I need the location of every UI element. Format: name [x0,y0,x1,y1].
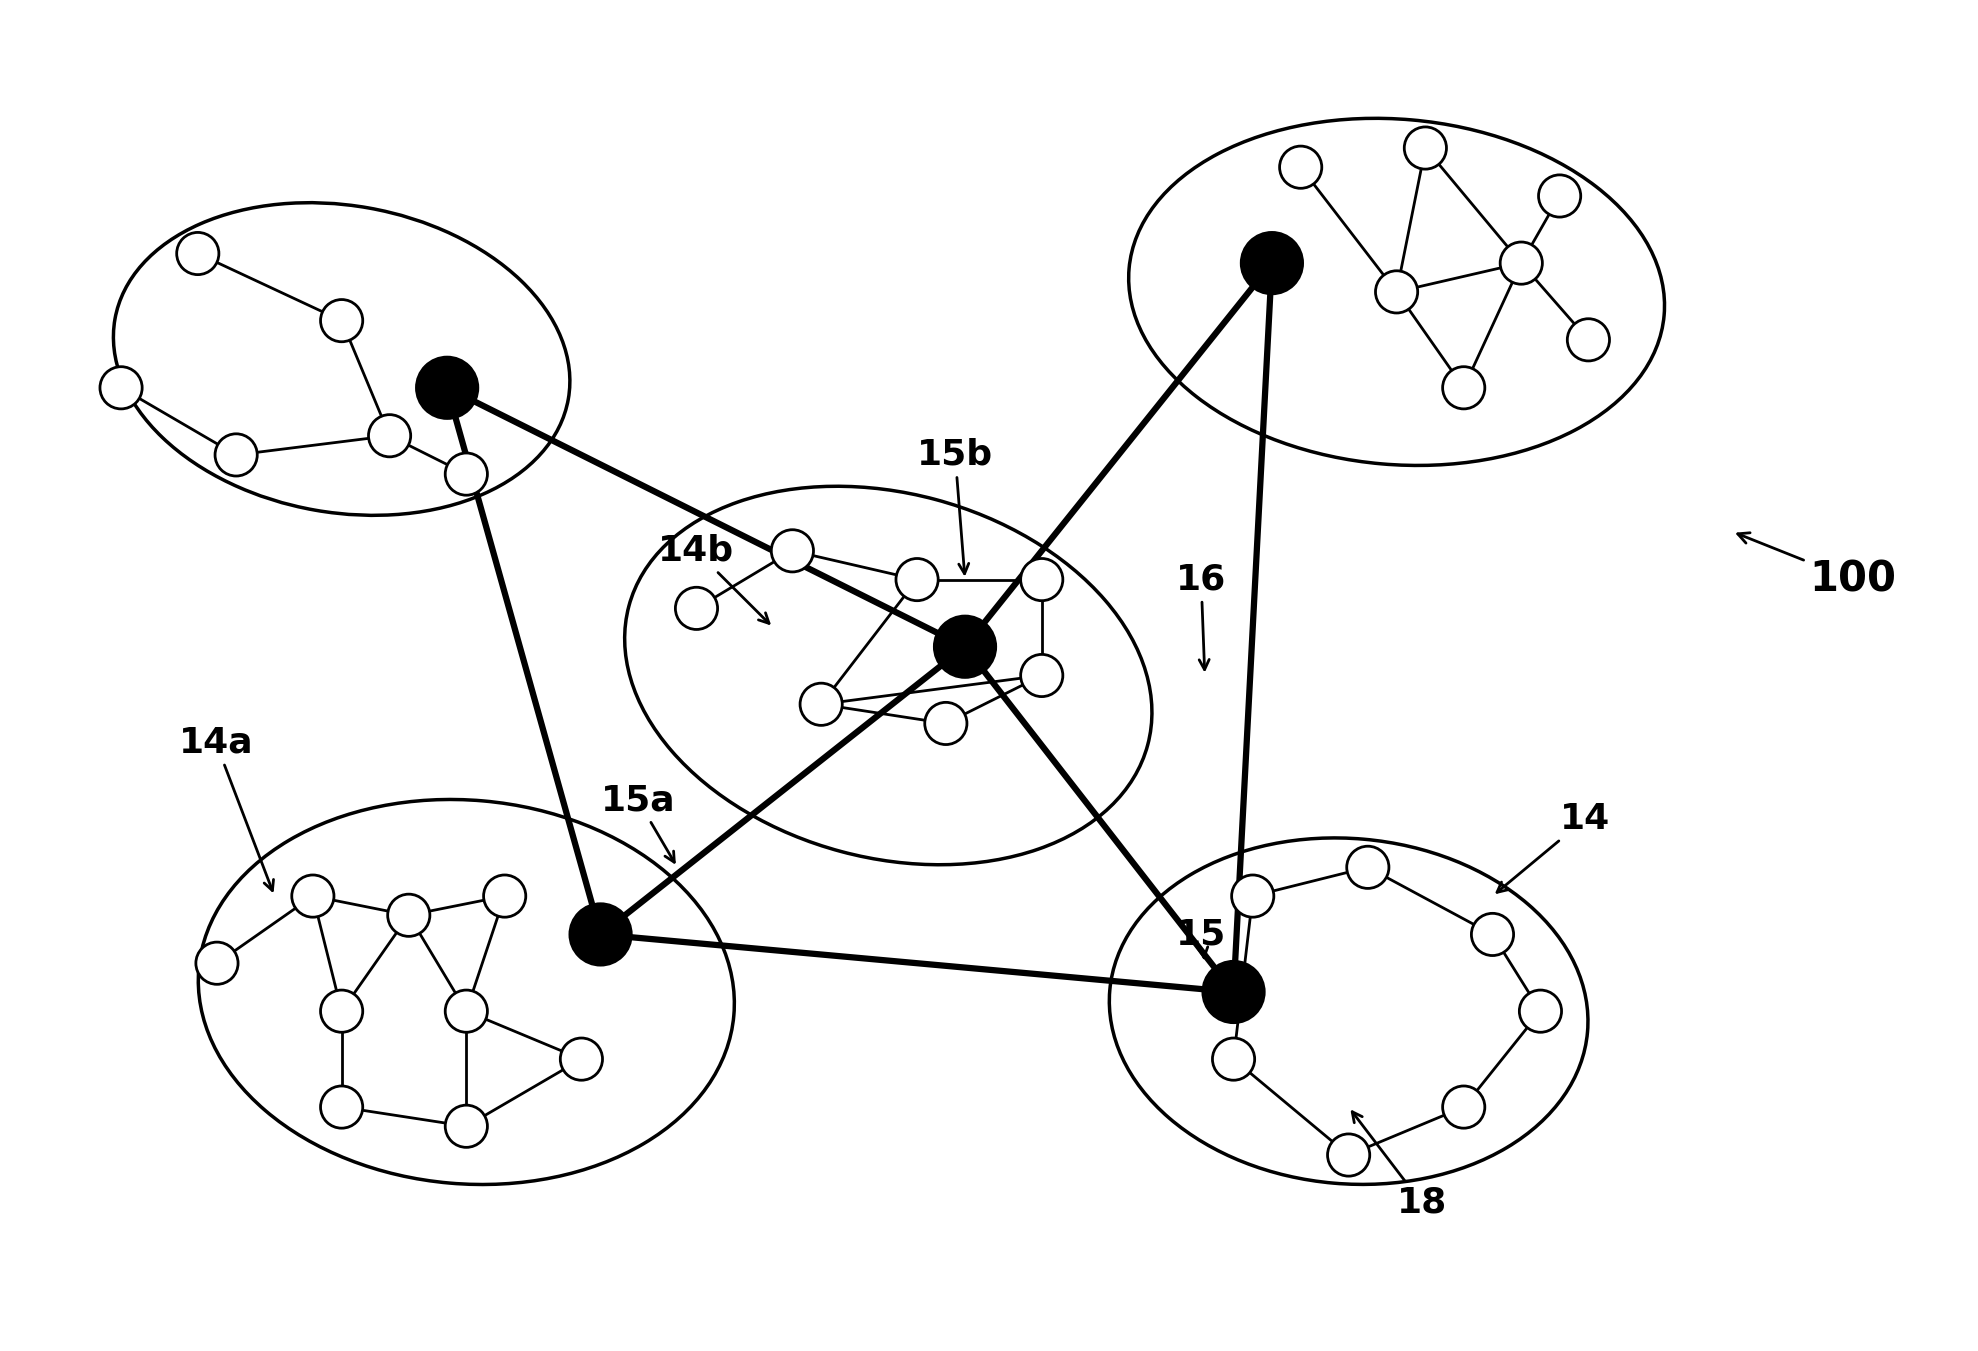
Circle shape [1442,366,1485,409]
Circle shape [1404,127,1446,169]
Circle shape [1539,174,1580,218]
Circle shape [320,1086,362,1128]
Text: 14: 14 [1497,802,1610,892]
Circle shape [570,904,631,965]
Circle shape [293,875,334,917]
Circle shape [1499,242,1543,284]
Circle shape [320,300,362,342]
Circle shape [1375,270,1418,313]
Text: 15: 15 [1177,917,1226,958]
Circle shape [101,366,142,409]
Text: 15a: 15a [601,784,674,862]
Circle shape [483,875,526,917]
Circle shape [1327,1133,1369,1177]
Text: 100: 100 [1739,532,1897,601]
Text: 14b: 14b [659,534,769,623]
Circle shape [1242,232,1304,293]
Circle shape [1021,654,1062,697]
Circle shape [1472,913,1513,955]
Circle shape [176,232,220,274]
Circle shape [388,894,429,936]
Circle shape [1519,990,1561,1032]
Circle shape [799,684,843,725]
Circle shape [1021,558,1062,601]
Circle shape [674,588,718,630]
Text: 14a: 14a [178,725,273,890]
Circle shape [1347,846,1389,889]
Text: 18: 18 [1353,1112,1446,1220]
Circle shape [896,558,938,601]
Circle shape [445,990,487,1032]
Circle shape [934,616,995,677]
Circle shape [196,942,237,985]
Circle shape [926,703,967,744]
Circle shape [445,453,487,496]
Circle shape [560,1038,603,1081]
Circle shape [368,415,411,457]
Circle shape [1203,962,1264,1023]
Circle shape [1213,1038,1254,1081]
Circle shape [1232,875,1274,917]
Text: 15b: 15b [918,438,993,574]
Circle shape [771,530,813,571]
Circle shape [1442,1086,1485,1128]
Circle shape [320,990,362,1032]
Text: 16: 16 [1177,562,1226,670]
Circle shape [1280,146,1321,188]
Circle shape [216,434,257,476]
Circle shape [1567,319,1610,361]
Circle shape [417,357,479,419]
Circle shape [445,1105,487,1147]
